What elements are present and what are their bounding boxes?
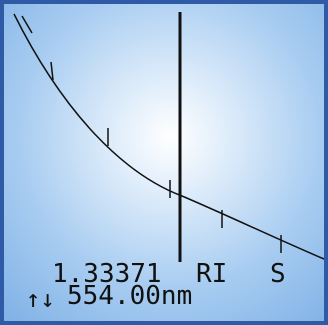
refractive-index-value: 1.33371 (52, 259, 162, 289)
wavelength-readout: 554.00nm (67, 281, 193, 311)
curve-tick (21, 15, 33, 34)
dispersion-plot (13, 12, 324, 262)
display-screen: 1.33371 RI S ↑↓ 554.00nm (4, 4, 324, 321)
dispersion-curve (13, 13, 324, 260)
mode-indicator: S (270, 259, 286, 289)
up-down-arrows-icon[interactable]: ↑↓ (26, 285, 55, 313)
curve-tick (50, 61, 54, 81)
refractive-index-unit: RI (196, 259, 228, 289)
